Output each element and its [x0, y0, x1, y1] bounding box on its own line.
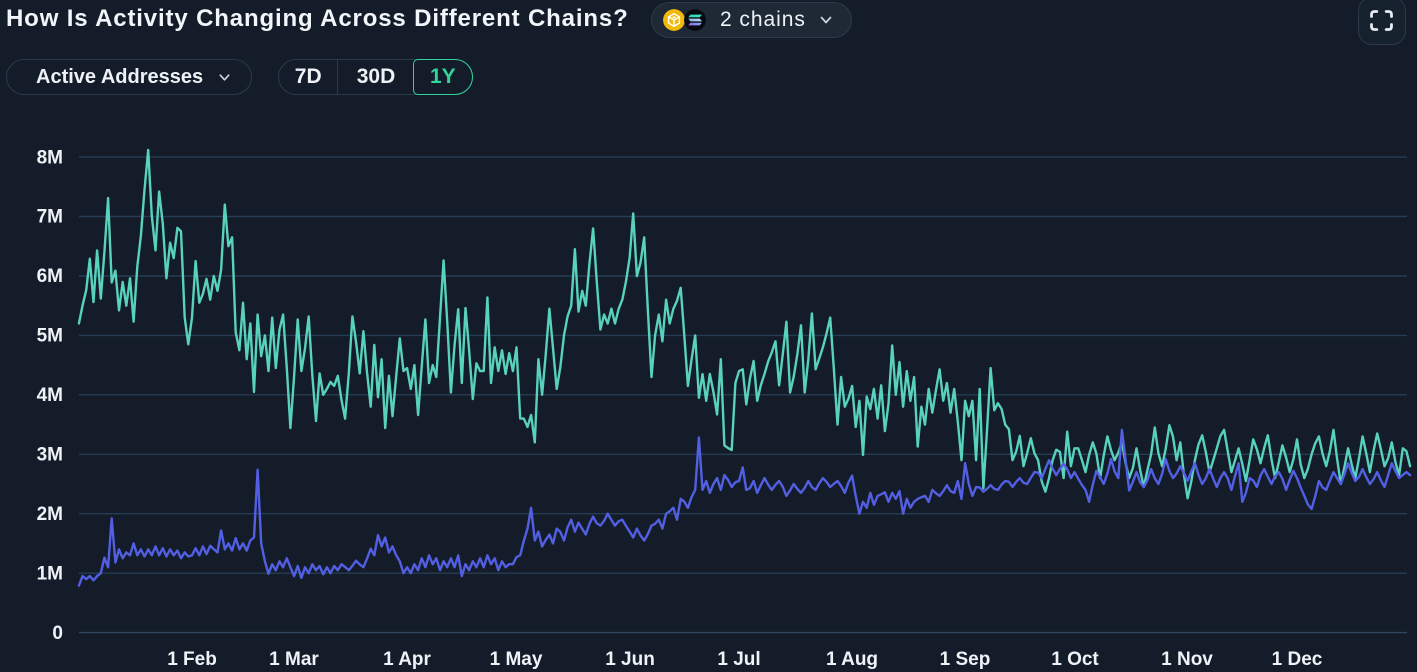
svg-text:1 Oct: 1 Oct: [1051, 649, 1099, 670]
svg-text:5M: 5M: [37, 326, 63, 347]
svg-text:8M: 8M: [37, 147, 63, 168]
svg-text:1M: 1M: [37, 563, 63, 584]
svg-text:1 Jun: 1 Jun: [605, 649, 655, 670]
svg-text:1 Dec: 1 Dec: [1272, 649, 1323, 670]
svg-text:6M: 6M: [37, 266, 63, 287]
svg-text:4M: 4M: [37, 385, 63, 406]
svg-text:1 Nov: 1 Nov: [1161, 649, 1213, 670]
svg-text:1 Jul: 1 Jul: [717, 649, 760, 670]
svg-text:0: 0: [52, 623, 63, 644]
svg-text:3M: 3M: [37, 445, 63, 466]
svg-text:1 May: 1 May: [490, 649, 543, 670]
svg-text:1 Mar: 1 Mar: [269, 649, 319, 670]
svg-text:1 Sep: 1 Sep: [940, 649, 991, 670]
svg-text:2M: 2M: [37, 504, 63, 525]
svg-text:1 Feb: 1 Feb: [167, 649, 217, 670]
svg-text:1 Apr: 1 Apr: [383, 649, 431, 670]
svg-text:1 Aug: 1 Aug: [826, 649, 878, 670]
svg-text:7M: 7M: [37, 207, 63, 228]
